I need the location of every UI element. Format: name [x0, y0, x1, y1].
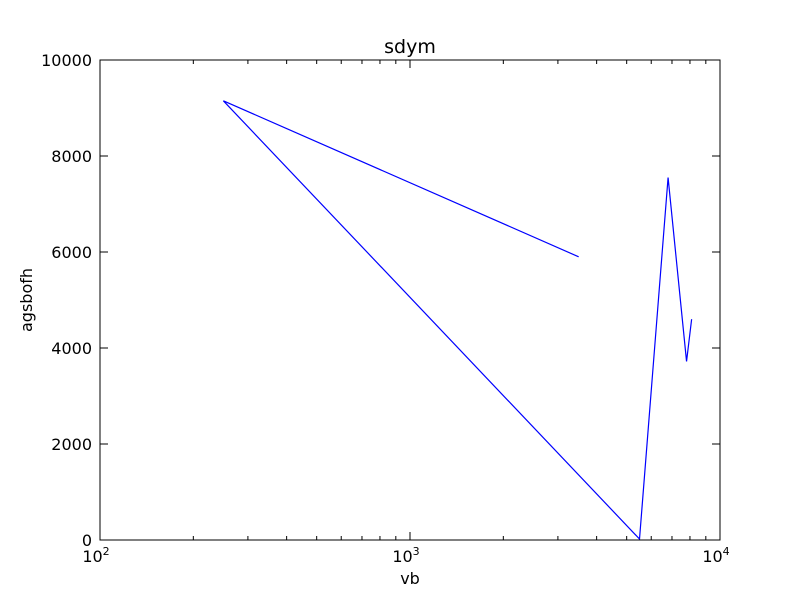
x-tick-exponent: 3 [413, 545, 420, 558]
y-tick-label: 6000 [51, 243, 92, 262]
y-tick-label: 8000 [51, 147, 92, 166]
x-tick-exponent: 4 [723, 545, 730, 558]
x-tick-label: 103 [392, 545, 419, 566]
y-tick-label: 4000 [51, 339, 92, 358]
x-tick-label: 104 [702, 545, 729, 566]
x-axis-title: vb [400, 569, 420, 588]
y-axis: 0 2000 4000 6000 8000 10000 [41, 51, 720, 550]
x-tick-base: 10 [82, 547, 102, 566]
y-axis-title: agsbofh [17, 268, 36, 332]
y-tick-label: 0 [82, 531, 92, 550]
y-tick-label: 10000 [41, 51, 92, 70]
plot-area [99, 59, 721, 541]
plot-frame [99, 59, 721, 541]
y-tick-label: 2000 [51, 435, 92, 454]
x-tick-base: 10 [702, 547, 722, 566]
series-line-0 [222, 100, 693, 541]
x-tick-label: 102 [82, 545, 109, 566]
chart-title: sdym [384, 36, 436, 58]
x-axis: 102 103 104 [82, 60, 730, 566]
x-tick-exponent: 2 [103, 545, 110, 558]
x-tick-base: 10 [392, 547, 412, 566]
